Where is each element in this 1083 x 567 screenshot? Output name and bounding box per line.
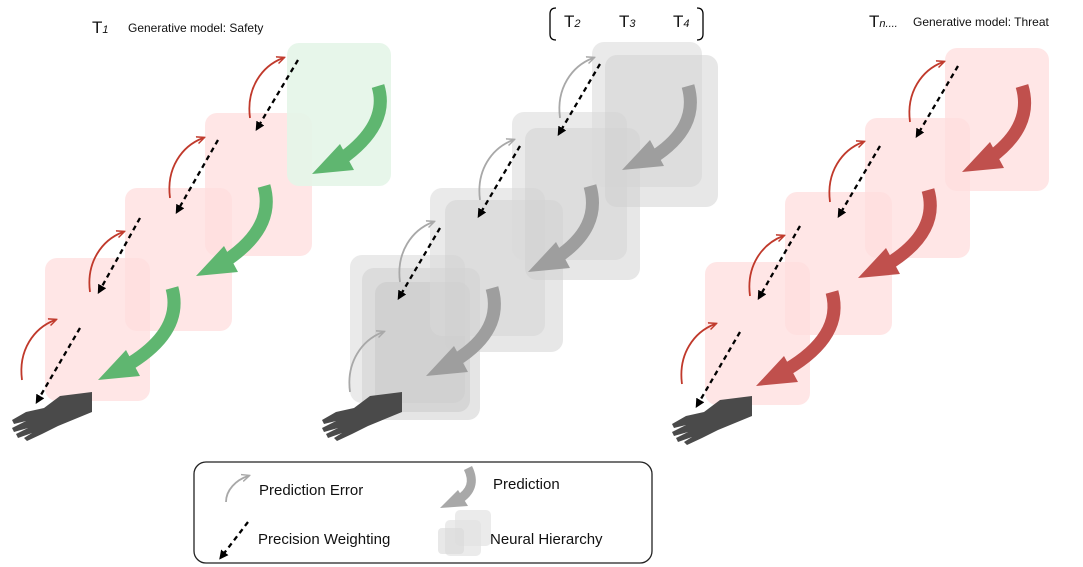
prediction-arrow (756, 290, 841, 386)
bracket-left (549, 7, 557, 41)
hand-icon (12, 392, 92, 441)
hand-icon (322, 392, 402, 441)
legend-prediction-label: Prediction (493, 476, 560, 493)
legend-hierarchy-icon (438, 510, 491, 556)
error-arrow (558, 58, 593, 119)
prediction-arrow (98, 286, 181, 380)
error-arrow (680, 324, 715, 385)
precision-arrow (915, 65, 959, 138)
error-arrow (908, 62, 943, 123)
prediction-arrow (622, 84, 697, 170)
transition-t4-label: T4 (673, 12, 690, 31)
legend-precision-weighting-label: Precision Weighting (258, 531, 391, 548)
hierarchy-box (605, 55, 718, 207)
prediction-arrow (196, 184, 273, 276)
precision-arrow (97, 217, 142, 295)
error-arrow (828, 142, 863, 203)
precision-arrow (255, 59, 299, 131)
precision-arrow (757, 225, 801, 300)
prediction-arrow (962, 84, 1032, 172)
prediction-arrow (312, 84, 387, 174)
legend-precision-icon (219, 521, 249, 560)
precision-arrow (477, 145, 521, 218)
threat-panel (672, 48, 1049, 445)
error-arrow (478, 140, 513, 201)
legend (193, 461, 653, 564)
legend-prediction-error-icon (225, 476, 248, 503)
prediction-arrow (426, 286, 501, 376)
threat-t-label: Tn.... (869, 12, 898, 31)
error-arrow (348, 332, 383, 393)
error-arrow (168, 138, 203, 199)
prediction-arrow (858, 188, 937, 278)
prediction-arrow (528, 184, 599, 272)
precision-arrow (397, 227, 441, 300)
legend-prediction-error-label: Prediction Error (259, 482, 364, 499)
threat-title: Generative model: Threat (913, 15, 1049, 29)
bracket-right (696, 7, 704, 41)
precision-arrow (695, 331, 741, 408)
hierarchy-box (865, 118, 970, 258)
transition-t3-label: T3 (619, 12, 636, 31)
error-arrow (20, 320, 55, 381)
legend-frame (193, 461, 653, 564)
precision-arrow (837, 145, 881, 218)
safety-panel (12, 43, 391, 441)
legend-neural-hierarchy-label: Neural Hierarchy (490, 531, 603, 548)
hierarchy-box (945, 48, 1049, 191)
transition-panel (322, 7, 718, 441)
precision-arrow (35, 327, 81, 404)
transition-t2-label: T2 (564, 12, 581, 31)
safety-title: Generative model: Safety (128, 21, 264, 35)
error-arrow (248, 58, 283, 119)
safety-t-label: T1 (92, 18, 109, 37)
precision-arrow (557, 63, 601, 136)
error-arrow (398, 222, 433, 283)
legend-prediction-icon (440, 465, 476, 508)
error-arrow (88, 232, 123, 293)
hierarchy-box-top (287, 43, 391, 186)
hierarchy-box (205, 113, 312, 256)
precision-arrow (175, 139, 219, 214)
hand-icon (672, 396, 752, 445)
error-arrow (748, 236, 783, 297)
